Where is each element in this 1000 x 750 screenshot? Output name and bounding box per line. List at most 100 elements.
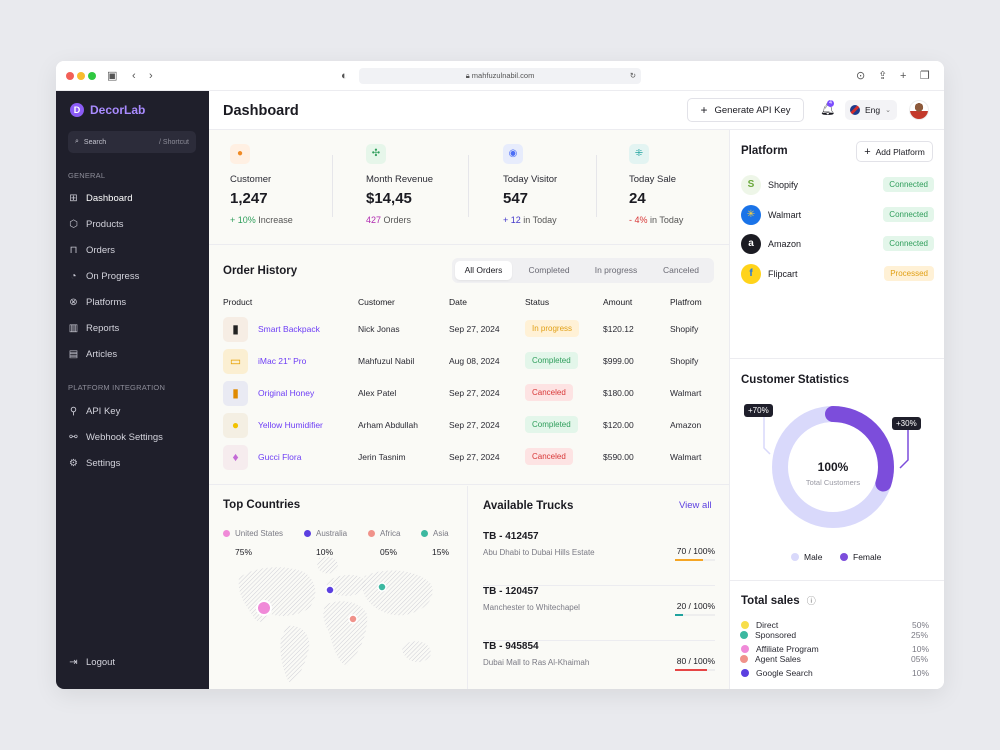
platform-item-shopify[interactable]: S Shopify Connected [741,174,934,196]
stat-card-month-revenue: ✣ Month Revenue $14,45 427 Orders [366,144,486,225]
product-link[interactable]: Gucci Flora [258,452,302,462]
product-link[interactable]: iMac 21" Pro [258,356,307,366]
truck-item[interactable]: TB - 120457 Manchester to Whitechapel 20… [483,586,715,641]
legend-dot [368,530,375,537]
shield-icon[interactable]: ◐ [341,70,348,82]
truck-capacity-fill [675,559,703,561]
table-row[interactable]: ▭ iMac 21" Pro Mahfuzul Nabil Aug 08, 20… [209,346,729,378]
reload-icon[interactable]: ↻ [629,71,636,80]
platform-item-flipcart[interactable]: f Flipcart Processed [741,263,934,285]
truck-capacity: 80 / 100% [676,656,715,666]
language-value: Eng [865,105,881,115]
tab-all-orders[interactable]: All Orders [455,261,512,280]
sidebar-item-label: Settings [86,457,121,469]
male-pill-connector [763,416,771,455]
available-trucks-title: Available Trucks [483,500,574,512]
stat-value: $14,45 [366,190,412,207]
close-window-icon[interactable] [66,72,74,80]
new-tab-icon[interactable]: + [900,70,907,82]
tab-canceled[interactable]: Canceled [663,265,699,275]
truck-id: TB - 412457 [483,531,539,542]
table-row[interactable]: ♦ Gucci Flora Jerin Tasnim Sep 27, 2024 … [209,442,729,474]
world-map [238,556,433,682]
humidifier-icon: ● [223,413,248,438]
forward-icon[interactable]: › [149,70,153,82]
app-logo[interactable]: D DecorLab [70,103,145,117]
maximize-window-icon[interactable] [88,72,96,80]
column-header-status: Status [525,297,550,307]
sidebar-item-dashboard[interactable]: ⊞ Dashboard [68,190,198,206]
legend-dot [740,655,748,663]
truck-route: Manchester to Whitechapel [483,603,580,612]
platform-name: Shopify [768,180,799,190]
user-avatar[interactable] [909,100,929,120]
stat-label: Month Revenue [366,174,434,185]
sidebar-item-platforms[interactable]: ⊗ Platforms [68,294,198,310]
sidebar-item-settings[interactable]: ⚙ Settings [68,455,198,471]
legend-item-australia: Australia [304,529,347,538]
stat-sub: + 12 in Today [503,215,623,225]
legend-value: 75% [235,547,253,557]
search-icon: ⌕ [75,138,79,145]
sidebar-item-orders[interactable]: ⊓ Orders [68,242,198,258]
minimize-window-icon[interactable] [77,72,85,80]
legend-dot [304,530,311,537]
column-header-product: Product [223,297,253,307]
table-row[interactable]: ▮ Original Honey Alex Patel Sep 27, 2024… [209,378,729,410]
top-countries-panel: Top Countries United States Australia Af… [209,486,468,689]
stat-change: - 4% [629,215,648,225]
sidebar-item-webhook-settings[interactable]: ⚯ Webhook Settings [68,429,198,445]
sidebar-item-label: Orders [86,244,116,256]
legend-item-united-states: United States [223,529,283,538]
table-row[interactable]: ● Yellow Humidifier Arham Abdullah Sep 2… [209,410,729,442]
stat-card-today-visitor: ◉ Today Visitor 547 + 12 in Today [503,144,623,225]
amazon-icon: a [741,234,761,254]
logout-button[interactable]: ⇥ Logout [68,654,198,670]
product-link[interactable]: Original Honey [258,388,315,398]
generate-api-key-button[interactable]: + Generate API Key [687,98,804,122]
truck-capacity-bar [675,669,715,671]
perfume-icon: ♦ [223,445,248,470]
view-all-link[interactable]: View all [679,500,712,511]
sidebar-item-on-progress[interactable]: ◔ On Progress [68,268,198,284]
sidebar-item-articles[interactable]: ▤ Articles [68,346,198,362]
sidebar-toggle-icon[interactable]: ▣ [107,70,118,82]
platform-item-walmart[interactable]: ✳ Walmart Connected [741,204,934,226]
section-label-platform-integration: PLATFORM INTEGRATION [68,383,166,392]
stat-sub-text: in Today [650,215,684,225]
imac-icon: ▭ [223,349,248,374]
address-bar[interactable]: 🔒︎ mahfuzulnabil.com ↻ [359,68,641,84]
sidebar-item-api-key[interactable]: ⚲ API Key [68,403,198,419]
tab-in-progress[interactable]: In progress [594,265,638,275]
table-row[interactable]: ▮ Smart Backpack Nick Jonas Sep 27, 2024… [209,314,729,346]
truck-item[interactable]: TB - 945854 Dubai Mall to Ras Al-Khaimah… [483,641,715,689]
customer-donut-chart [763,406,909,528]
platform-item-amazon[interactable]: a Amazon Connected [741,233,934,255]
stat-card-today-sale: ⁜ Today Sale 24 - 4% in Today [629,144,749,225]
share-icon[interactable]: ⇪ [878,70,888,82]
browser-toolbar: ▣ ‹ › ◐ 🔒︎ mahfuzulnabil.com ↻ ⊙ ⇪ + ❐ [56,61,944,91]
status-badge: Completed [525,352,578,369]
tabs-overview-icon[interactable]: ❐ [920,70,930,82]
eye-icon: ◉ [503,144,523,164]
sidebar-search-input[interactable]: ⌕ Search / Shortcut [68,131,196,153]
legend-dot [421,530,428,537]
truck-id: TB - 945854 [483,641,539,652]
info-icon[interactable]: ⓘ [806,596,816,606]
language-select[interactable]: Eng ⌄ [845,100,897,120]
sidebar-item-reports[interactable]: ▥ Reports [68,320,198,336]
add-platform-button[interactable]: + Add Platform [856,141,933,162]
product-link[interactable]: Smart Backpack [258,324,320,334]
back-icon[interactable]: ‹ [132,70,136,82]
download-icon[interactable]: ⊙ [856,70,866,82]
platform-cell: Shopify [670,324,699,334]
divider [468,155,469,217]
date-cell: Sep 27, 2024 [449,452,500,462]
product-link[interactable]: Yellow Humidifier [258,420,323,430]
logout-label: Logout [86,656,116,668]
sidebar-item-products[interactable]: ⬡ Products [68,216,198,232]
date-cell: Sep 27, 2024 [449,324,500,334]
tab-completed[interactable]: Completed [528,265,570,275]
truck-item[interactable]: TB - 412457 Abu Dhabi to Dubai Hills Est… [483,531,715,586]
order-history-title: Order History [223,265,298,277]
